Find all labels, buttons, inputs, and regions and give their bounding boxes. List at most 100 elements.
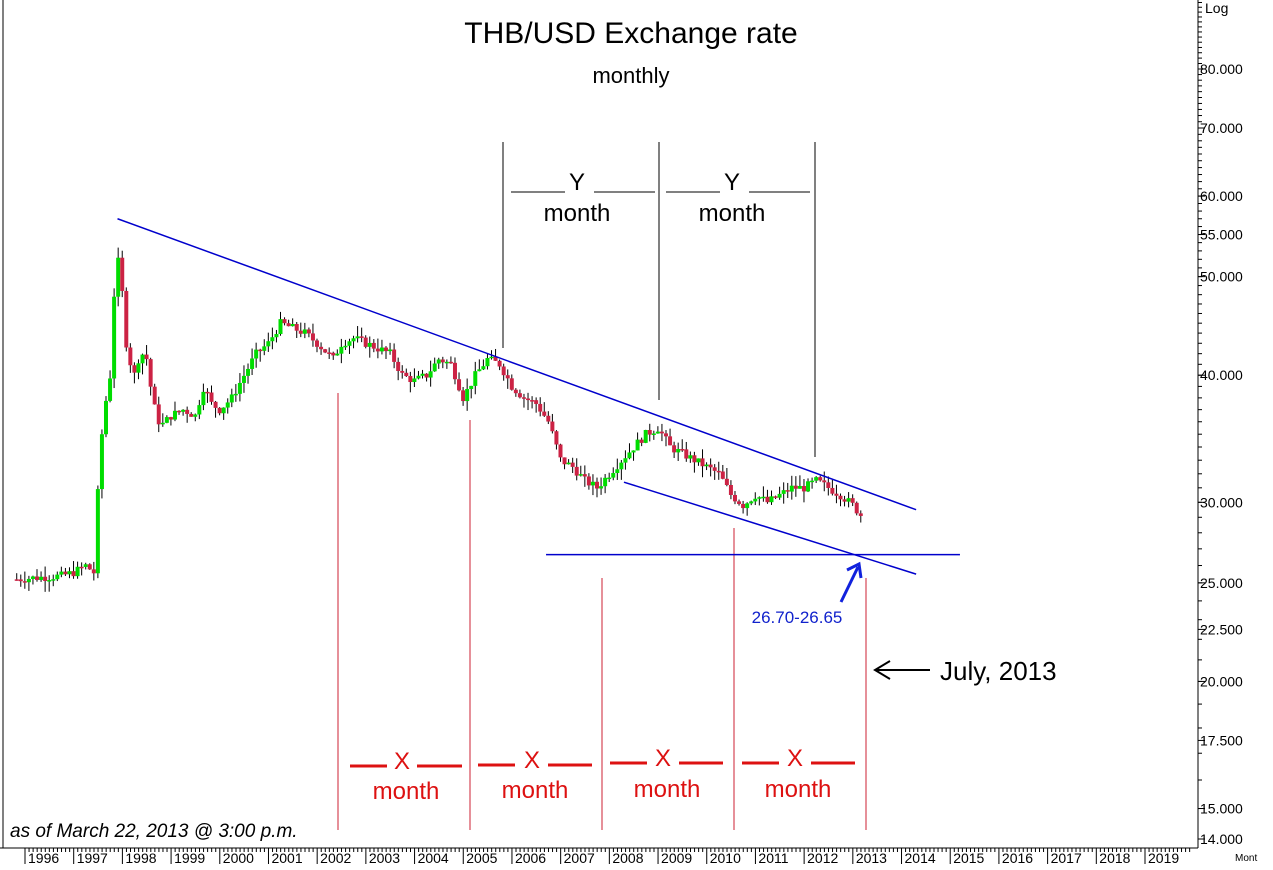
candle-body: [749, 501, 754, 504]
candle-body: [30, 576, 35, 579]
y-tick-label: 17.500: [1200, 732, 1243, 748]
candle-body: [71, 571, 76, 577]
candle-body: [517, 393, 522, 398]
candle-body: [590, 481, 595, 486]
x-tick-label: 2006: [515, 850, 546, 866]
candle-body: [246, 368, 251, 376]
candle-body: [355, 336, 360, 339]
x-tick-label: 2004: [418, 850, 449, 866]
candle-body: [177, 410, 182, 413]
candle-body: [777, 493, 782, 498]
candle-body: [818, 477, 823, 481]
x-tick-label: 2012: [807, 850, 838, 866]
target-arrow-shaft: [839, 566, 860, 603]
candle-body: [197, 405, 202, 415]
candle-body: [35, 576, 40, 580]
candle-body: [542, 411, 547, 416]
candle-body: [181, 409, 186, 412]
candle-body: [250, 358, 255, 369]
candle-body: [233, 393, 238, 396]
x-tick-label: 2014: [905, 850, 936, 866]
candle-body: [789, 485, 794, 492]
candle-body: [842, 499, 847, 502]
x-cycle-unit-2: month: [502, 777, 569, 804]
candle-body: [351, 338, 356, 342]
y-tick-label: 80.000: [1200, 61, 1243, 77]
candle-body: [209, 392, 214, 402]
candle-body: [128, 347, 133, 366]
x-tick-label: 2018: [1099, 850, 1130, 866]
candle-body: [432, 363, 437, 372]
trendlines: [117, 218, 960, 575]
candle-body: [270, 337, 275, 342]
x-cycle-unit-4: month: [765, 776, 832, 803]
candle-body: [116, 257, 121, 297]
candle-body: [643, 429, 648, 443]
candle-body: [388, 349, 393, 352]
candle-body: [120, 257, 125, 291]
y-cycle-letter-1: Y: [569, 169, 585, 196]
candle-body: [237, 382, 242, 394]
x-tick-label: 2007: [564, 850, 595, 866]
candle-body: [651, 433, 656, 435]
x-cycle-lines: [337, 393, 867, 830]
y-tick-label: 40.000: [1200, 367, 1243, 383]
candle-body: [185, 409, 190, 414]
candle-body: [663, 433, 668, 437]
y-cycle-unit-2: month: [699, 200, 766, 227]
candle-body: [363, 337, 368, 347]
candle-body: [659, 431, 664, 434]
candle-body: [91, 569, 96, 574]
candle-body: [461, 390, 466, 402]
candle-body: [753, 498, 758, 502]
candle-body: [574, 466, 579, 476]
candle-body: [266, 341, 271, 347]
x-tick-label: 2009: [661, 850, 692, 866]
candle-body: [448, 361, 453, 364]
candle-body: [47, 580, 52, 582]
x-tick-label: 2008: [612, 850, 643, 866]
candle-body: [692, 455, 697, 463]
candle-body: [489, 356, 494, 359]
candle-body: [720, 471, 725, 479]
candle-body: [108, 378, 113, 401]
candle-body: [189, 413, 194, 417]
candle-body: [103, 400, 108, 435]
candle-body: [164, 417, 169, 423]
candle-body: [554, 431, 559, 445]
candle-body: [383, 347, 388, 352]
candle-body: [704, 464, 709, 467]
x-cycle-letter-3: X: [655, 745, 671, 772]
candle-body: [595, 481, 600, 489]
candle-body: [785, 490, 790, 492]
candle-body: [319, 346, 324, 350]
y-tick-label: 25.000: [1200, 575, 1243, 591]
candle-body: [258, 349, 263, 352]
candle-body: [367, 342, 372, 347]
candle-body: [668, 436, 673, 446]
candle-body: [830, 487, 835, 494]
candle-body: [201, 391, 206, 406]
candle-body: [810, 480, 815, 483]
candle-body: [55, 574, 60, 580]
y-cycle-lines: [502, 142, 816, 457]
candle-body: [136, 363, 141, 373]
candle-body: [444, 361, 449, 364]
candle-body: [339, 346, 344, 354]
candle-body: [205, 391, 210, 394]
candle-body: [814, 477, 819, 481]
candle-body: [87, 564, 92, 570]
candle-body: [578, 474, 583, 476]
candle-body: [327, 352, 332, 354]
candle-body: [298, 330, 303, 334]
x-tick-label: 1996: [28, 850, 59, 866]
x-tick-label: 2005: [466, 850, 497, 866]
candle-body: [793, 485, 798, 489]
candle-body: [274, 334, 279, 338]
candle-body: [708, 464, 713, 468]
candle-body: [99, 434, 104, 490]
candle-body: [75, 566, 80, 577]
candle-body: [639, 439, 644, 443]
x-cycle-letter-4: X: [787, 745, 803, 772]
candle-body: [379, 347, 384, 352]
